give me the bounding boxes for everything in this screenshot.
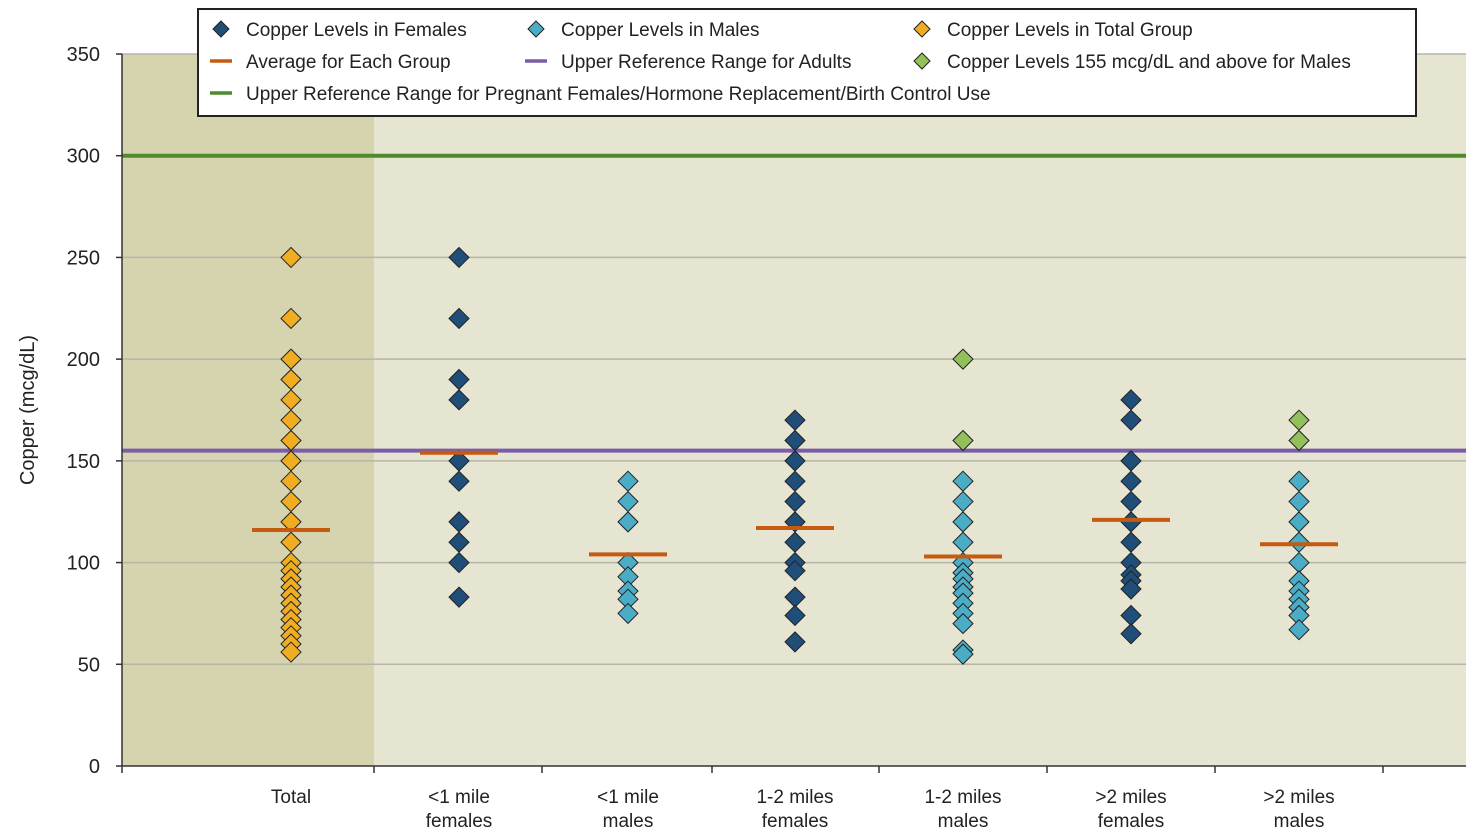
y-tick-label: 350 bbox=[67, 44, 100, 66]
data-point bbox=[448, 307, 470, 330]
data-point bbox=[617, 602, 639, 625]
y-tick-label: 250 bbox=[67, 247, 100, 269]
x-category-label: >2 miles bbox=[1263, 787, 1334, 808]
x-category-label: >2 miles bbox=[1095, 787, 1166, 808]
y-tick-label: 0 bbox=[89, 756, 100, 778]
data-point bbox=[448, 551, 470, 574]
data-point bbox=[1120, 578, 1142, 600]
data-point bbox=[952, 429, 974, 452]
y-tick-label: 50 bbox=[78, 654, 100, 676]
data-point bbox=[448, 246, 470, 269]
data-point bbox=[1120, 409, 1142, 431]
average-markers bbox=[252, 450, 1338, 559]
x-category-label: <1 mile bbox=[428, 787, 490, 808]
x-category-labels: Total <1 mile females <1 mile males 1-2 miles… bbox=[271, 787, 1335, 830]
y-tick-labels: 0 50 100 150 200 250 300 350 bbox=[67, 44, 100, 778]
y-tick-label: 300 bbox=[67, 146, 100, 168]
x-category-label: Total bbox=[271, 787, 311, 808]
legend: Copper Levels in Females Copper Levels in… bbox=[197, 8, 1417, 117]
x-category-label: males bbox=[603, 811, 654, 830]
legend-label: Copper Levels 155 mcg/dL and above for M… bbox=[947, 52, 1351, 73]
data-point bbox=[448, 389, 470, 411]
x-category-label: females bbox=[762, 811, 829, 830]
x-category-label: 1-2 miles bbox=[924, 787, 1001, 808]
data-point bbox=[448, 470, 470, 492]
axes bbox=[116, 53, 1466, 773]
legend-label: Copper Levels in Females bbox=[246, 20, 467, 41]
data-point bbox=[280, 307, 302, 330]
data-point bbox=[952, 348, 974, 370]
legend-marker bbox=[913, 20, 931, 38]
legend-marker bbox=[212, 20, 230, 38]
total-group-band bbox=[122, 54, 374, 766]
data-point bbox=[784, 560, 806, 582]
legend-label: Upper Reference Range for Pregnant Femal… bbox=[246, 84, 991, 105]
data-point bbox=[1120, 623, 1142, 645]
x-category-label: females bbox=[426, 811, 493, 830]
y-axis-label: Copper (mcg/dL) bbox=[17, 335, 39, 485]
data-point bbox=[1288, 618, 1310, 641]
data-point bbox=[280, 641, 302, 663]
legend-label: Copper Levels in Males bbox=[561, 20, 760, 41]
x-category-label: males bbox=[1274, 811, 1325, 830]
legend-label: Average for Each Group bbox=[246, 52, 451, 73]
x-category-label: 1-2 miles bbox=[756, 787, 833, 808]
data-point bbox=[784, 604, 806, 627]
legend-box bbox=[197, 8, 1417, 117]
y-tick-label: 200 bbox=[67, 349, 100, 371]
reference-lines bbox=[122, 153, 1466, 453]
data-point bbox=[448, 586, 470, 608]
data-point bbox=[952, 612, 974, 635]
y-tick-label: 150 bbox=[67, 451, 100, 473]
y-tick-label: 100 bbox=[67, 553, 100, 575]
data-point bbox=[784, 631, 806, 653]
x-category-label: females bbox=[1098, 811, 1165, 830]
data-point bbox=[617, 511, 639, 533]
x-category-label: males bbox=[938, 811, 989, 830]
legend-marker bbox=[527, 20, 545, 38]
data-point bbox=[1288, 429, 1310, 452]
legend-label: Copper Levels in Total Group bbox=[947, 20, 1193, 41]
data-point bbox=[280, 246, 302, 269]
x-category-label: <1 mile bbox=[597, 787, 659, 808]
data-point bbox=[952, 643, 974, 665]
legend-label: Upper Reference Range for Adults bbox=[561, 52, 851, 73]
legend-marker bbox=[913, 52, 931, 70]
